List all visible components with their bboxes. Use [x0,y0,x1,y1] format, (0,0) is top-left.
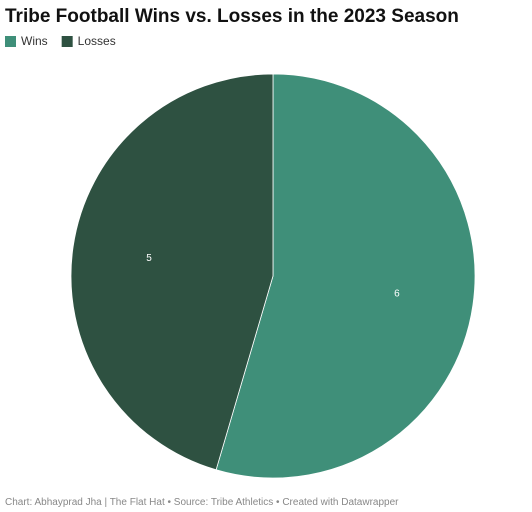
pie: 65 [70,73,476,479]
data-label: 5 [146,253,152,264]
data-label: 6 [394,288,400,299]
chart-title: Tribe Football Wins vs. Losses in the 20… [5,6,459,27]
pie-slice [215,73,476,479]
legend-label: Losses [78,34,116,48]
pie-slice [70,73,274,471]
legend-label: Wins [21,34,48,48]
legend-swatch [61,36,73,47]
legend: Wins Losses [5,34,116,48]
footer: Chart: Abhayprad Jha | The Flat Hat • So… [5,497,399,508]
legend-swatch [5,36,16,47]
